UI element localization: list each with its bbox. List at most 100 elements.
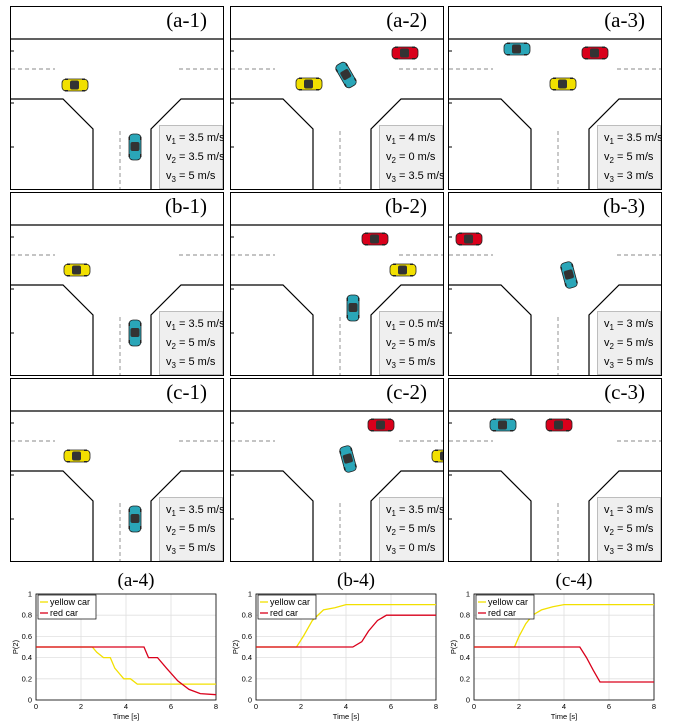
blue-car	[339, 445, 357, 473]
x-tick-label: 0	[472, 702, 476, 711]
panel-label: (a-3)	[604, 8, 645, 32]
speed-box: v1 = 4 m/s v2 = 0 m/s v3 = 3.5 m/s	[379, 125, 443, 189]
blue-car	[560, 261, 578, 289]
y-tick-label: 0	[28, 696, 32, 705]
y-tick-label: 0	[466, 696, 470, 705]
y-tick-label: 0	[248, 696, 252, 705]
y-axis-label: P(2)	[11, 639, 20, 654]
y-tick-label: 0.4	[460, 653, 470, 662]
x-tick-label: 0	[34, 702, 38, 711]
x-tick-label: 8	[214, 702, 218, 711]
series-line	[474, 646, 654, 683]
red-car	[455, 232, 483, 246]
panel-label: (b-1)	[165, 194, 207, 218]
x-tick-label: 2	[517, 702, 521, 711]
red-car	[361, 232, 389, 246]
chart-label: (a-4)	[118, 570, 155, 591]
legend-entry: red car	[488, 608, 516, 618]
speed-line: v1 = 3.5 m/s	[166, 318, 224, 333]
probability-plots: (a-4) 0 2 4 6 8 0 0.2 0.4 0.6 0.8 1 Time [s] P(2) yell…	[0, 566, 673, 724]
panel-label: (c-3)	[604, 380, 645, 404]
yellow-car	[431, 449, 443, 463]
speed-line: v1 = 3 m/s	[604, 504, 654, 519]
x-axis-label: Time [s]	[551, 712, 577, 721]
y-tick-label: 0.8	[460, 611, 470, 620]
speed-line: v1 = 3 m/s	[604, 318, 654, 333]
panel-label: (a-2)	[386, 8, 427, 32]
intersection-map	[231, 38, 443, 189]
speed-box: v1 = 3 m/s v2 = 5 m/s v3 = 3 m/s	[597, 497, 661, 561]
legend-entry: yellow car	[50, 597, 90, 607]
x-tick-label: 4	[562, 702, 566, 711]
intersection-map	[449, 410, 661, 561]
probability-chart: (b-4) 0 2 4 6 8 0 0.2 0.4 0.6 0.8 1 Time [s] P(2) yell…	[230, 566, 454, 724]
speed-line: v3 = 5 m/s	[166, 356, 216, 371]
x-axis-label: Time [s]	[113, 712, 139, 721]
speed-line: v1 = 0.5 m/s	[386, 318, 444, 333]
y-tick-label: 0.4	[22, 653, 32, 662]
speed-line: v3 = 3 m/s	[604, 170, 654, 185]
x-axis-label: Time [s]	[333, 712, 359, 721]
x-tick-label: 0	[254, 702, 258, 711]
speed-line: v3 = 5 m/s	[166, 170, 216, 185]
legend-entry: red car	[270, 608, 298, 618]
blue-car	[128, 319, 142, 347]
intersection-map	[11, 410, 223, 561]
intersection-map	[449, 38, 661, 189]
speed-line: v2 = 5 m/s	[604, 337, 654, 352]
yellow-car	[63, 449, 91, 463]
y-tick-label: 0.2	[460, 674, 470, 683]
y-tick-label: 0.6	[22, 632, 32, 641]
speed-line: v2 = 0 m/s	[386, 151, 436, 166]
x-tick-label: 2	[79, 702, 83, 711]
y-axis-label: P(2)	[231, 639, 240, 654]
speed-line: v2 = 5 m/s	[604, 523, 654, 538]
speed-line: v2 = 3.5 m/s	[166, 151, 224, 166]
y-axis-label: P(2)	[449, 639, 458, 654]
x-tick-label: 6	[169, 702, 173, 711]
speed-line: v3 = 0 m/s	[386, 542, 436, 557]
y-tick-label: 0.2	[242, 674, 252, 683]
speed-box: v1 = 3.5 m/s v2 = 5 m/s v3 = 0 m/s	[379, 497, 443, 561]
scenario-panels: (a-1) v1 = 3.5 m/s v2 = 3.5 m/s v3 = 5 m/s(…	[10, 6, 662, 562]
y-tick-label: 0.6	[242, 632, 252, 641]
x-tick-label: 8	[434, 702, 438, 711]
y-tick-label: 0.2	[22, 674, 32, 683]
panel-label: (a-1)	[166, 8, 207, 32]
x-tick-label: 2	[299, 702, 303, 711]
red-car	[581, 46, 609, 60]
blue-car	[335, 61, 357, 89]
speed-line: v3 = 5 m/s	[604, 356, 654, 371]
x-tick-label: 8	[652, 702, 656, 711]
intersection-map	[231, 224, 443, 375]
speed-line: v1 = 4 m/s	[386, 132, 436, 147]
legend-entry: yellow car	[270, 597, 310, 607]
speed-line: v2 = 5 m/s	[604, 151, 654, 166]
panel-label: (b-3)	[603, 194, 645, 218]
legend-entry: red car	[50, 608, 78, 618]
legend-entry: yellow car	[488, 597, 528, 607]
yellow-car	[63, 263, 91, 277]
intersection-map	[11, 224, 223, 375]
scenario-panel: (b-2) v1 = 0.5 m/s v2 = 5 m/s v3 = 5 m/s	[230, 192, 444, 376]
yellow-car	[295, 77, 323, 91]
red-car	[391, 46, 419, 60]
speed-line: v1 = 3.5 m/s	[604, 132, 662, 147]
speed-box: v1 = 3.5 m/s v2 = 3.5 m/s v3 = 5 m/s	[159, 125, 223, 189]
panel-label: (c-2)	[386, 380, 427, 404]
scenario-panel: (c-3) v1 = 3 m/s v2 = 5 m/s v3 = 3 m/s	[448, 378, 662, 562]
speed-box: v1 = 3.5 m/s v2 = 5 m/s v3 = 3 m/s	[597, 125, 661, 189]
blue-car	[489, 418, 517, 432]
intersection-map	[449, 224, 661, 375]
scenario-panel: (a-1) v1 = 3.5 m/s v2 = 3.5 m/s v3 = 5 m/s	[10, 6, 224, 190]
y-tick-label: 1	[28, 590, 32, 599]
speed-line: v3 = 3 m/s	[604, 542, 654, 557]
speed-line: v3 = 3.5 m/s	[386, 170, 444, 185]
probability-chart: (c-4) 0 2 4 6 8 0 0.2 0.4 0.6 0.8 1 Time [s] P(2) yell…	[448, 566, 672, 724]
probability-chart: (a-4) 0 2 4 6 8 0 0.2 0.4 0.6 0.8 1 Time [s] P(2) yell…	[10, 566, 234, 724]
scenario-panel: (b-3) v1 = 3 m/s v2 = 5 m/s v3 = 5 m/s	[448, 192, 662, 376]
speed-box: v1 = 3.5 m/s v2 = 5 m/s v3 = 5 m/s	[159, 311, 223, 375]
blue-car	[503, 42, 531, 56]
y-tick-label: 0.6	[460, 632, 470, 641]
